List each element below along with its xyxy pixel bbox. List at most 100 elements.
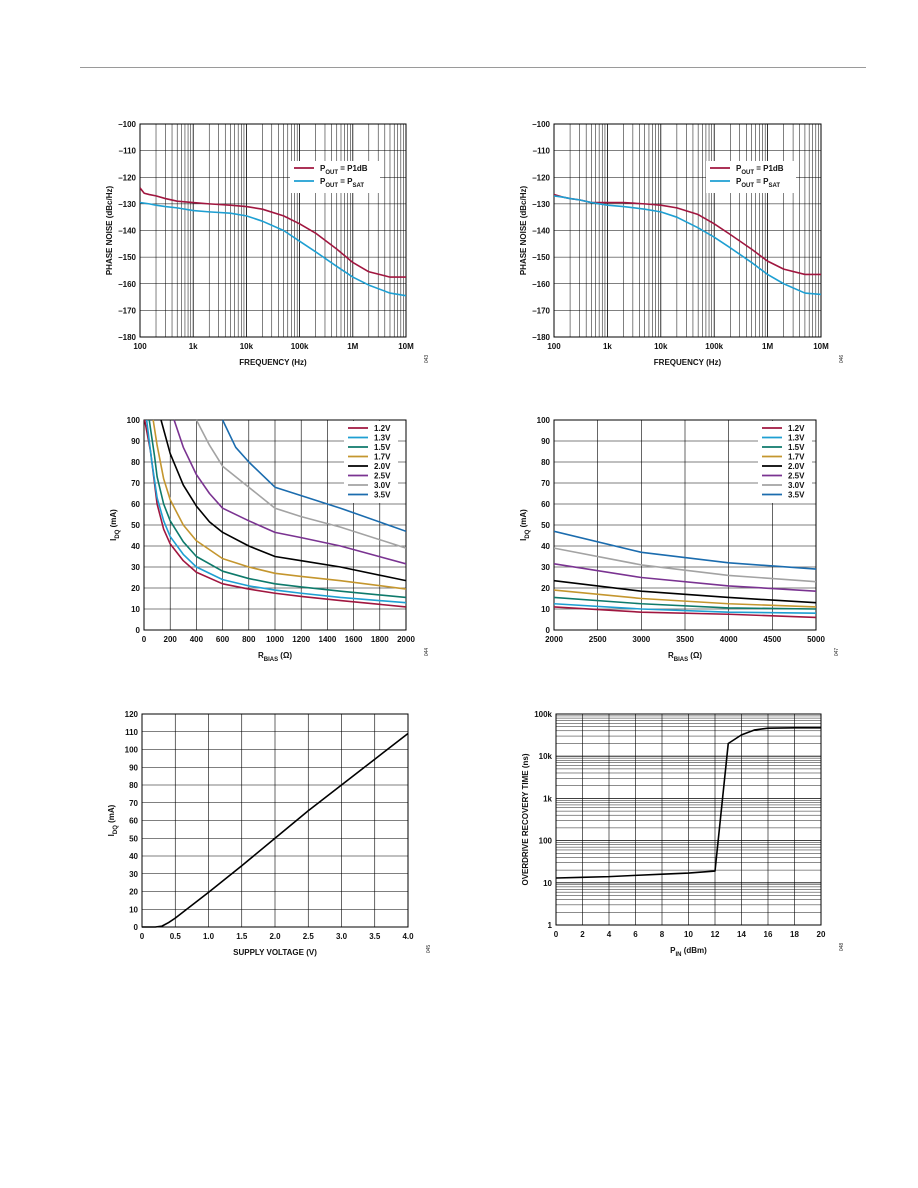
x-tick-label: 600 (216, 635, 230, 644)
legend-label: 1.5V (788, 443, 805, 452)
y-tick-label: –170 (532, 306, 550, 315)
y-tick-label: 20 (541, 584, 550, 593)
legend-label: 1.7V (788, 453, 805, 462)
x-tick-label: 1k (189, 342, 198, 351)
y-tick-label: 0 (134, 923, 139, 932)
x-tick-label: 200 (164, 635, 178, 644)
header-rule (80, 67, 866, 68)
y-tick-label: 70 (131, 479, 140, 488)
x-tick-label: 400 (190, 635, 204, 644)
x-tick-label: 8 (660, 930, 665, 939)
series-line-7 (221, 419, 406, 533)
x-axis-label: FREQUENCY (Hz) (239, 358, 307, 367)
x-tick-label: 1.5 (236, 932, 248, 941)
y-tick-label: 110 (125, 728, 138, 737)
y-tick-label: 20 (129, 888, 138, 897)
y-tick-label: 70 (541, 479, 550, 488)
legend-label: 2.0V (788, 462, 805, 471)
series-line-2 (148, 419, 406, 599)
x-tick-label: 2000 (397, 635, 415, 644)
x-tick-label: 100 (133, 342, 147, 351)
idq-vs-supply-voltage-chart: 0 0.5 1.0 1.5 2.0 2.5 3.0 3.5 4.0 0 10 20 30 40 50 60 70… (107, 710, 432, 957)
x-axis-label: SUPPLY VOLTAGE (V) (233, 948, 317, 957)
series-line-0 (144, 419, 406, 608)
grid (553, 123, 821, 338)
x-tick-label: 1800 (371, 635, 389, 644)
y-tick-label: 100 (537, 416, 551, 425)
figure-id: 048 (839, 943, 845, 952)
y-tick-label: 100 (539, 837, 553, 846)
series-line-0 (554, 193, 821, 276)
y-axis-label: IDQ (mA) (519, 509, 531, 541)
series-line-2 (554, 596, 816, 610)
y-axis-label: PHASE NOISE (dBc/Hz) (519, 185, 528, 275)
x-tick-label: 2.5 (303, 932, 315, 941)
legend-label: 3.5V (788, 491, 805, 500)
y-tick-label: –160 (118, 280, 136, 289)
y-tick-label: –130 (118, 200, 136, 209)
figure-id: 044 (424, 648, 430, 657)
plot-frame (553, 123, 822, 338)
y-tick-label: 1k (543, 794, 552, 803)
x-tick-label: 2000 (545, 635, 563, 644)
series-line-1 (140, 201, 406, 297)
y-tick-label: 90 (541, 437, 550, 446)
x-tick-label: 10 (684, 930, 693, 939)
x-tick-label: 3000 (632, 635, 650, 644)
series-line-0 (142, 732, 408, 928)
legend-label: POUT = PSAT (736, 177, 780, 189)
y-tick-label: 90 (129, 763, 138, 772)
x-tick-label: 0.5 (170, 932, 182, 941)
legend-box (758, 421, 812, 503)
y-tick-label: 10 (129, 905, 138, 914)
x-tick-label: 3500 (676, 635, 694, 644)
legend-label: 1.5V (374, 443, 391, 452)
y-tick-label: 10 (543, 879, 552, 888)
y-tick-label: 10 (131, 605, 140, 614)
y-tick-label: 1 (548, 921, 553, 930)
legend-label: 1.2V (374, 424, 391, 433)
legend-label: 2.0V (374, 462, 391, 471)
y-tick-label: 30 (131, 563, 140, 572)
y-tick-label: 60 (541, 500, 550, 509)
x-tick-label: 1M (762, 342, 773, 351)
x-tick-label: 4500 (763, 635, 781, 644)
figure-id: 043 (424, 355, 430, 364)
x-tick-label: 0 (140, 932, 145, 941)
x-tick-label: 1200 (292, 635, 310, 644)
y-tick-label: 70 (129, 799, 138, 808)
legend-label: 1.3V (374, 434, 391, 443)
y-tick-label: 60 (131, 500, 140, 509)
x-tick-label: 18 (790, 930, 799, 939)
y-tick-label: 120 (125, 710, 139, 719)
series-line-1 (554, 602, 816, 614)
x-tick-label: 100k (705, 342, 723, 351)
y-axis-label: IDQ (mA) (107, 804, 119, 836)
y-tick-label: –180 (532, 333, 550, 342)
y-tick-label: –180 (118, 333, 136, 342)
legend-label: 1.2V (788, 424, 805, 433)
legend-box (706, 161, 796, 193)
grid (139, 123, 406, 338)
phase-noise-chart-left: 100 1k 10k 100k 1M 10M –180 –170 –160 –150 –140 –13… (105, 120, 430, 367)
series-line-5 (173, 419, 406, 565)
y-tick-label: 100 (127, 416, 141, 425)
y-tick-label: –100 (118, 120, 136, 129)
legend-label: POUT = PSAT (320, 177, 364, 189)
y-tick-label: –150 (118, 253, 136, 262)
y-tick-label: 40 (131, 542, 140, 551)
x-tick-label: 4000 (720, 635, 738, 644)
y-tick-label: 80 (541, 458, 550, 467)
y-axis-label: IDQ (mA) (109, 509, 121, 541)
legend-label: POUT = P1dB (320, 164, 368, 176)
y-tick-label: 50 (541, 521, 550, 530)
y-tick-label: 60 (129, 817, 138, 826)
x-tick-label: 10k (240, 342, 254, 351)
x-tick-label: 4.0 (402, 932, 414, 941)
y-tick-label: 30 (541, 563, 550, 572)
x-tick-label: 16 (764, 930, 773, 939)
legend-label: POUT = P1dB (736, 164, 784, 176)
y-tick-label: –140 (532, 227, 550, 236)
x-tick-label: 1.0 (203, 932, 215, 941)
figure-id: 047 (834, 648, 840, 657)
